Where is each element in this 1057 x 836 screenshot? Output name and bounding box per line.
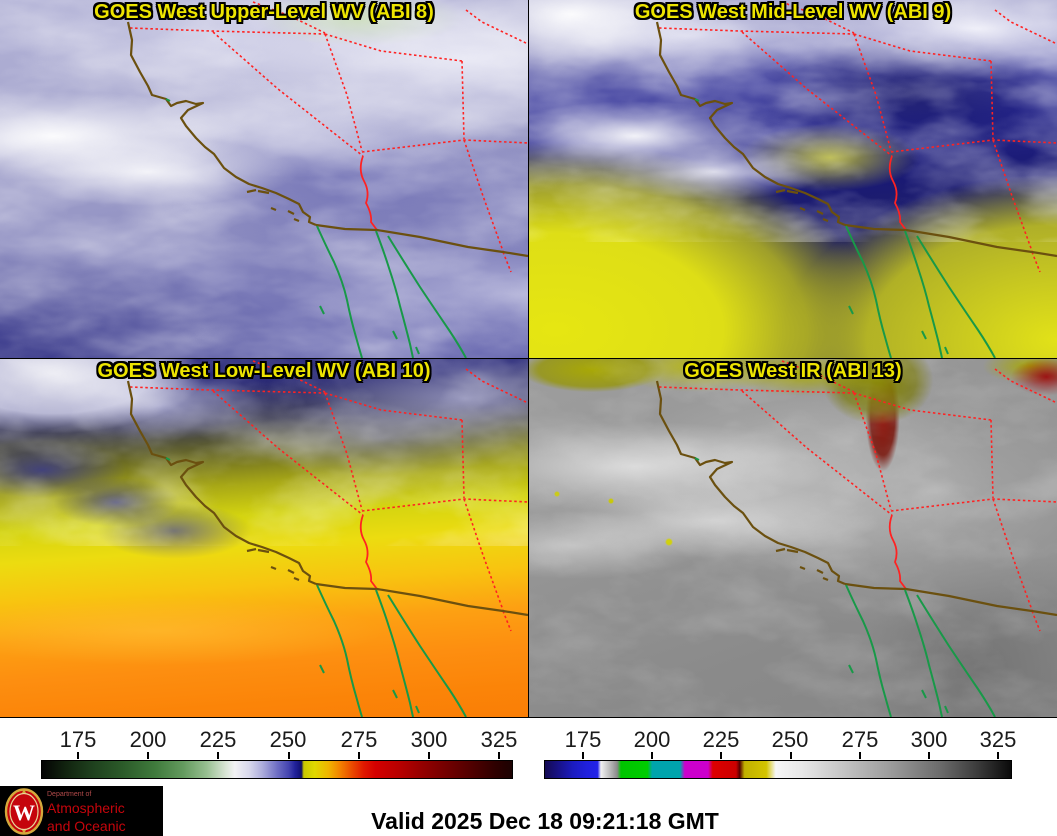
ir-tick-label: 200: [633, 727, 671, 752]
panel-mid-level-wv: GOES West Mid-Level WV (ABI 9): [529, 0, 1057, 358]
map-overlay: [126, 359, 528, 717]
panel-upper-level-wv: GOES West Upper-Level WV (ABI 8): [0, 0, 528, 358]
panel-title: GOES West Upper-Level WV (ABI 8): [94, 1, 434, 23]
ir-tick-label: 250: [771, 727, 809, 752]
wv-tick-label: 225: [199, 727, 237, 752]
ir-tick-mark: [720, 752, 722, 759]
map-overlay: [655, 0, 1057, 358]
wv-tick-label: 300: [410, 727, 448, 752]
wv-tick-mark: [498, 752, 500, 759]
wv-tick-label: 175: [59, 727, 97, 752]
uw-crest-icon: W: [4, 788, 44, 835]
logo-line1: Atmospheric: [47, 800, 125, 816]
wv-tick-label: 200: [129, 727, 167, 752]
svg-text:W: W: [13, 800, 35, 825]
ir-tick-mark: [859, 752, 861, 759]
footer: 175 200 225 250 275 300 325 175 200 225 …: [0, 718, 1057, 836]
wv-tick-label: 275: [340, 727, 378, 752]
logo-dept-text: Department of: [47, 791, 92, 798]
panel-title: GOES West Mid-Level WV (ABI 9): [634, 1, 952, 23]
ir-tick-label: 325: [979, 727, 1017, 752]
logo-line2: and Oceanic Sciences: [47, 818, 126, 836]
wv-tick-mark: [77, 752, 79, 759]
wv-tick-label: 325: [480, 727, 518, 752]
wv-tick-mark: [147, 752, 149, 759]
ir-tick-label: 225: [702, 727, 740, 752]
ir-tick-label: 300: [910, 727, 948, 752]
ir-tick-mark: [997, 752, 999, 759]
ir-tick-label: 275: [841, 727, 879, 752]
map-overlay: [655, 359, 1057, 717]
colorbar-infrared: [544, 760, 1012, 779]
colorbar-water-vapor: [41, 760, 513, 779]
wv-tick-mark: [288, 752, 290, 759]
ir-tick-mark: [651, 752, 653, 759]
wv-tick-mark: [217, 752, 219, 759]
ir-tick-mark: [790, 752, 792, 759]
ir-tick-mark: [928, 752, 930, 759]
panel-grid: GOES West Upper-Level WV (ABI 8) GOES We…: [0, 0, 1057, 718]
ir-tick-mark: [582, 752, 584, 759]
wv-tick-mark: [358, 752, 360, 759]
ir-tick-label: 175: [564, 727, 602, 752]
wv-tick-label: 250: [269, 727, 307, 752]
panel-title: GOES West IR (ABI 13): [684, 360, 902, 382]
panel-ir: GOES West IR (ABI 13): [529, 359, 1057, 717]
map-overlay: [126, 0, 528, 358]
valid-timestamp: Valid 2025 Dec 18 09:21:18 GMT: [371, 808, 719, 834]
aos-logo: W Department of Atmospheric and Oceanic …: [0, 786, 163, 836]
panel-low-level-wv: GOES West Low-Level WV (ABI 10): [0, 359, 528, 717]
panel-title: GOES West Low-Level WV (ABI 10): [97, 360, 431, 382]
wv-tick-mark: [428, 752, 430, 759]
